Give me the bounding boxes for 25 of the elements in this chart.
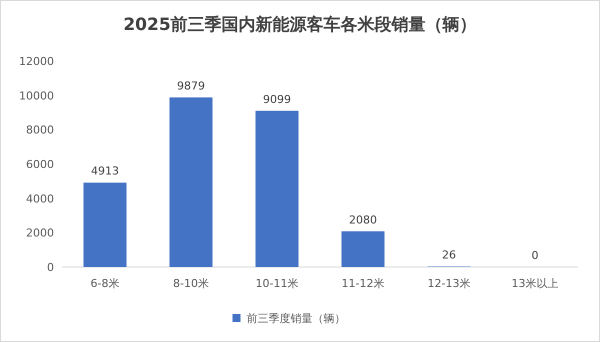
y-tick-label: 6000	[26, 158, 54, 171]
data-label: 4913	[91, 164, 119, 178]
chart-title: 2025前三季国内新能源客车各米段销量（辆）	[123, 15, 477, 35]
x-tick-label: 8-10米	[173, 277, 209, 290]
y-tick-label: 8000	[26, 124, 54, 137]
bar	[84, 182, 126, 267]
data-label: 2080	[349, 213, 377, 226]
bar	[170, 97, 212, 267]
legend-label: 前三季度销量（辆）	[246, 312, 346, 325]
bar	[256, 110, 298, 267]
data-label: 26	[442, 248, 456, 262]
x-tick-label: 12-13米	[428, 277, 470, 290]
y-tick-label: 0	[47, 261, 54, 274]
y-tick-label: 2000	[26, 226, 54, 240]
bar	[342, 231, 384, 267]
x-tick-label: 13米以上	[512, 277, 558, 290]
data-label: 9879	[177, 79, 205, 92]
x-tick-label: 6-8米	[90, 277, 120, 290]
y-tick-label: 12000	[19, 55, 54, 68]
x-tick-label: 11-12米	[342, 277, 384, 290]
y-tick-label: 4000	[26, 192, 54, 206]
x-tick-label: 10-11米	[256, 277, 298, 290]
data-label: 9099	[263, 92, 291, 106]
data-label: 0	[532, 249, 538, 262]
y-tick-label: 10000	[19, 89, 54, 102]
